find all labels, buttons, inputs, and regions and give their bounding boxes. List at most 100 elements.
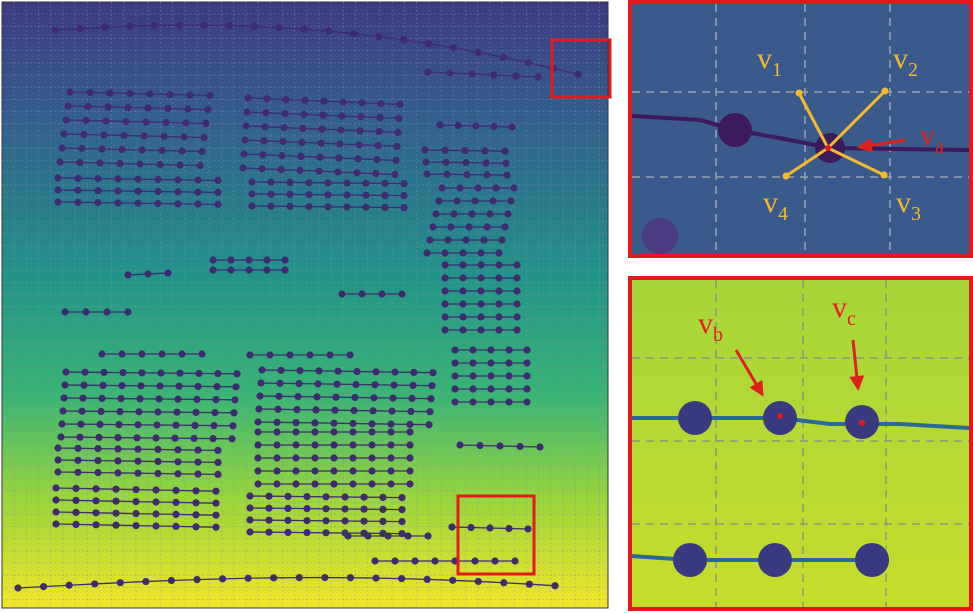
point bbox=[263, 266, 271, 274]
point bbox=[474, 48, 482, 57]
point bbox=[301, 96, 309, 104]
point bbox=[171, 434, 179, 442]
point bbox=[254, 454, 262, 462]
point bbox=[486, 524, 494, 532]
point bbox=[311, 454, 319, 462]
point bbox=[112, 497, 120, 505]
point bbox=[58, 144, 66, 152]
point bbox=[536, 443, 544, 451]
point bbox=[98, 145, 106, 153]
point bbox=[474, 577, 482, 586]
point bbox=[451, 359, 459, 367]
point bbox=[54, 186, 62, 194]
point bbox=[360, 517, 368, 525]
point bbox=[322, 505, 330, 513]
point bbox=[146, 90, 154, 98]
point bbox=[133, 434, 141, 442]
point bbox=[172, 522, 180, 531]
point bbox=[507, 197, 515, 205]
point bbox=[265, 516, 273, 524]
point bbox=[256, 392, 264, 400]
point bbox=[78, 407, 86, 415]
point bbox=[461, 147, 469, 155]
point bbox=[378, 290, 386, 298]
point bbox=[306, 351, 314, 359]
point bbox=[718, 113, 752, 147]
point bbox=[152, 522, 160, 530]
point bbox=[263, 95, 271, 103]
point-line bbox=[63, 397, 236, 401]
point bbox=[424, 40, 433, 48]
point bbox=[72, 496, 80, 504]
point bbox=[379, 505, 387, 513]
point bbox=[321, 573, 329, 582]
point bbox=[98, 394, 106, 402]
point bbox=[154, 175, 162, 184]
point bbox=[398, 290, 406, 298]
point bbox=[54, 468, 62, 476]
point bbox=[441, 249, 449, 257]
point bbox=[392, 156, 400, 164]
point bbox=[62, 368, 70, 376]
point bbox=[134, 199, 142, 207]
point bbox=[368, 420, 376, 428]
point bbox=[371, 381, 379, 389]
point bbox=[349, 441, 357, 449]
point bbox=[154, 187, 162, 196]
point bbox=[59, 407, 67, 415]
label-main: v bbox=[757, 42, 772, 75]
point bbox=[194, 470, 202, 478]
point bbox=[245, 256, 253, 264]
point bbox=[137, 382, 145, 390]
point-line bbox=[632, 416, 970, 430]
point bbox=[425, 421, 433, 429]
point bbox=[505, 359, 513, 367]
point bbox=[330, 467, 338, 475]
point bbox=[81, 368, 89, 376]
vertex-label: v1 bbox=[757, 42, 782, 81]
point bbox=[406, 428, 414, 436]
point bbox=[326, 351, 334, 359]
point bbox=[406, 480, 414, 488]
point bbox=[134, 421, 142, 429]
label-sub: b bbox=[713, 324, 723, 346]
point bbox=[295, 380, 303, 388]
point bbox=[212, 523, 220, 531]
point bbox=[91, 580, 99, 588]
point bbox=[459, 300, 467, 308]
point bbox=[56, 158, 64, 166]
point bbox=[292, 467, 300, 475]
point bbox=[503, 171, 511, 179]
point bbox=[94, 199, 102, 207]
point bbox=[311, 441, 319, 449]
label-sub: c bbox=[847, 308, 856, 330]
arrow bbox=[857, 137, 906, 153]
point bbox=[448, 523, 456, 531]
point bbox=[166, 90, 174, 99]
point bbox=[357, 113, 365, 121]
point bbox=[214, 370, 222, 378]
point bbox=[350, 30, 358, 38]
point bbox=[469, 385, 477, 393]
point bbox=[106, 89, 114, 97]
point bbox=[172, 510, 180, 518]
point bbox=[60, 130, 68, 138]
label-main: v bbox=[920, 119, 935, 152]
point bbox=[524, 525, 532, 533]
point bbox=[162, 118, 170, 127]
point bbox=[322, 493, 330, 501]
point bbox=[459, 261, 467, 269]
point bbox=[343, 191, 351, 199]
point bbox=[136, 395, 144, 403]
point bbox=[245, 266, 253, 274]
point bbox=[262, 109, 270, 117]
point bbox=[495, 300, 503, 308]
point bbox=[495, 249, 503, 257]
point bbox=[330, 454, 338, 462]
point bbox=[360, 505, 368, 513]
point bbox=[362, 179, 370, 187]
point bbox=[233, 370, 241, 378]
point bbox=[372, 368, 380, 376]
point bbox=[322, 529, 330, 537]
point bbox=[408, 394, 416, 402]
